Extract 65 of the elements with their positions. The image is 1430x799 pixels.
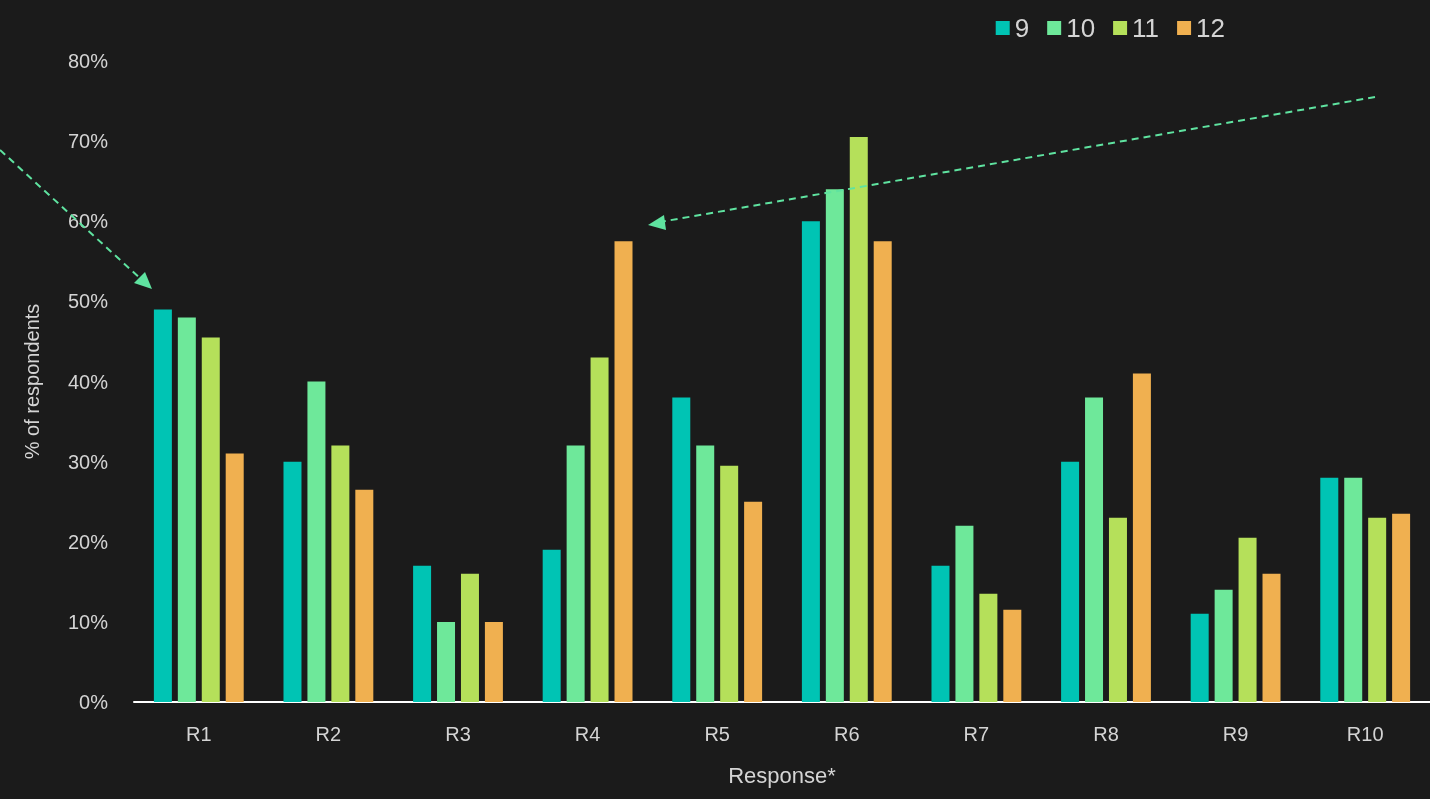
x-tick-label: R1 <box>186 723 212 745</box>
x-axis-title: Response* <box>728 762 837 788</box>
bar <box>460 573 479 702</box>
bar <box>201 337 220 702</box>
y-tick-label: 20% <box>67 530 109 553</box>
legend-label: 9 <box>1014 13 1030 43</box>
y-axis-title: % of respondents <box>21 303 43 460</box>
x-tick-label: R4 <box>574 723 601 745</box>
bar <box>177 317 196 702</box>
bar <box>1108 517 1127 702</box>
bar <box>1368 517 1387 702</box>
x-tick-label: R6 <box>834 723 860 745</box>
bar <box>1320 477 1339 702</box>
bar <box>614 241 633 702</box>
bar <box>1238 537 1257 702</box>
bar <box>672 397 691 702</box>
x-tick-label: R10 <box>1346 723 1384 745</box>
x-tick-label: R5 <box>704 723 730 745</box>
bar <box>1190 613 1209 702</box>
y-tick-label: 10% <box>67 610 109 633</box>
y-tick-label: 80% <box>67 50 109 72</box>
x-tick-label: R2 <box>315 723 342 745</box>
bar <box>849 137 868 702</box>
bar <box>825 189 844 702</box>
y-tick-label: 40% <box>67 370 109 393</box>
x-tick-label: R7 <box>963 723 990 745</box>
y-tick-label: 60% <box>67 210 109 233</box>
bar <box>153 309 172 702</box>
legend-label: 12 <box>1196 13 1225 43</box>
bar <box>979 593 998 702</box>
bar <box>1392 513 1411 702</box>
bar <box>955 525 974 702</box>
bar <box>331 445 350 702</box>
bar <box>283 461 302 702</box>
bar <box>1061 461 1080 702</box>
bar <box>1262 573 1281 702</box>
y-tick-label: 50% <box>67 290 109 313</box>
y-tick-label: 30% <box>67 450 109 473</box>
bar <box>1214 589 1233 702</box>
y-tick-label: 70% <box>67 130 109 153</box>
bar <box>873 241 892 702</box>
bar <box>1003 609 1022 702</box>
bar <box>437 621 456 702</box>
bar <box>307 381 326 702</box>
y-tick-label: 0% <box>79 691 109 713</box>
bar <box>801 221 820 702</box>
bar <box>413 565 432 702</box>
bar <box>484 621 503 702</box>
legend-label: 11 <box>1132 13 1160 43</box>
bar <box>590 357 609 702</box>
bar <box>696 445 715 702</box>
bar <box>542 549 561 702</box>
legend-label: 10 <box>1066 13 1096 43</box>
bar <box>566 445 585 702</box>
x-tick-label: R8 <box>1093 723 1119 745</box>
bar <box>931 565 950 702</box>
bar <box>1132 373 1151 702</box>
x-tick-label: R3 <box>445 723 471 745</box>
bar <box>744 501 763 702</box>
bar <box>1085 397 1104 702</box>
bar <box>720 465 739 702</box>
bar <box>225 453 244 702</box>
x-tick-label: R9 <box>1222 723 1249 745</box>
bar <box>355 489 374 702</box>
bar <box>1344 477 1363 702</box>
